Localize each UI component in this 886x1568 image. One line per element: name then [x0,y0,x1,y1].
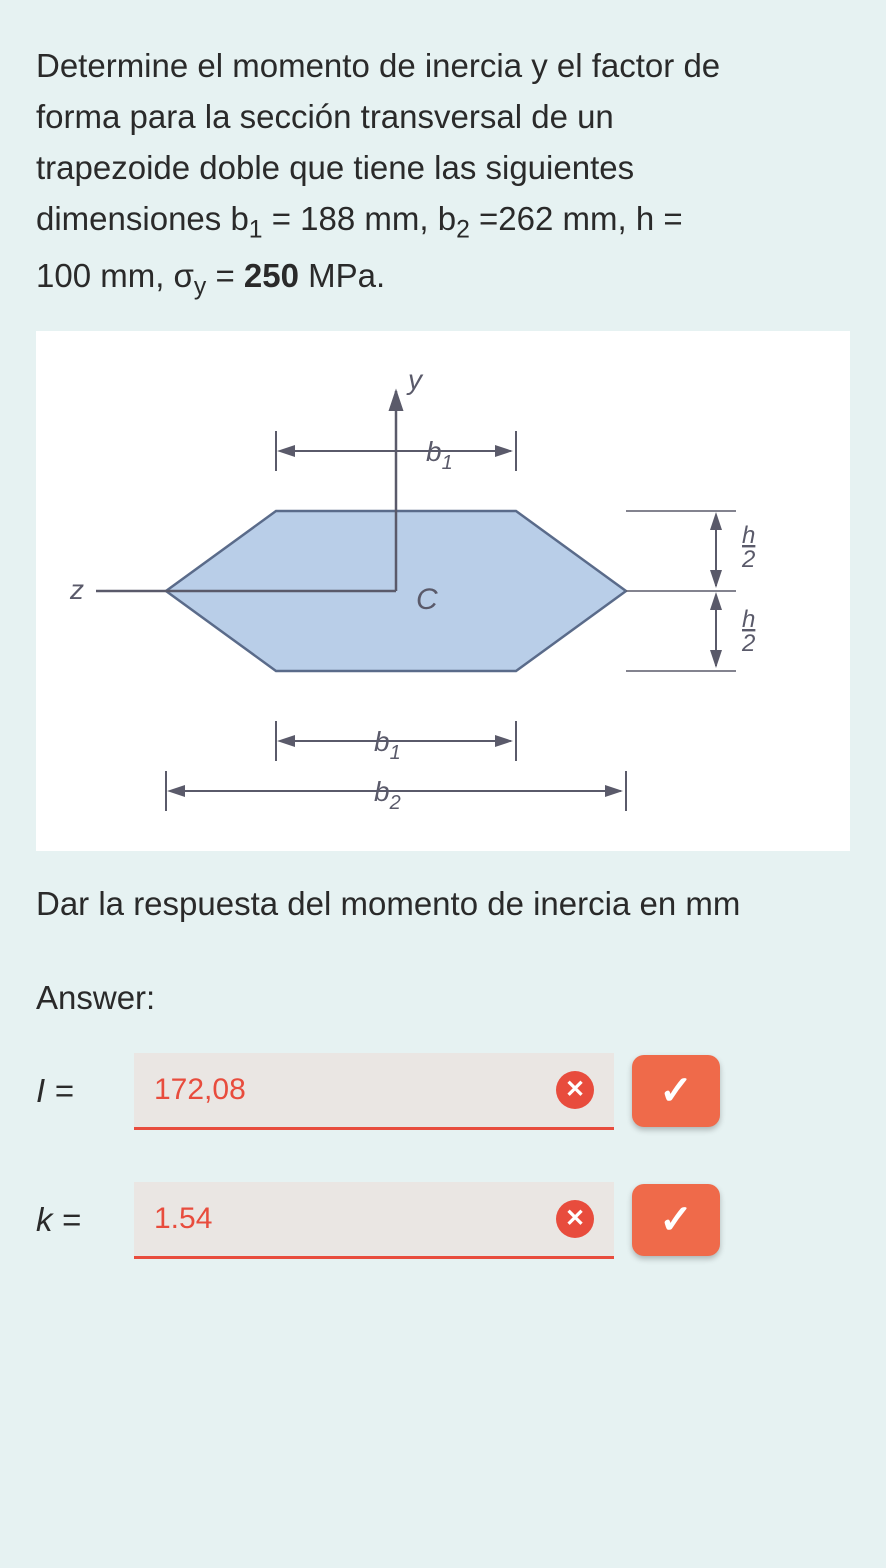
problem-line5-prefix: 100 mm, σ [36,257,194,294]
diagram-container: y z C b1 b1 b2 h 2 h 2 [36,331,850,851]
h2-top-label: h 2 [741,522,755,573]
problem-line5-mid: = [206,257,244,294]
answer-value-k: 1.54 [154,1202,556,1236]
answer-row-2: k = 1.54 ✕ ✓ [36,1182,850,1259]
check-icon: ✓ [659,1197,693,1243]
diagram-svg: y z C b1 b1 b2 h 2 h 2 [36,331,850,851]
problem-line5-bold: 250 [244,257,299,294]
answer-prefix-k: k = [36,1201,116,1239]
problem-line5-suffix: MPa. [299,257,385,294]
svg-text:2: 2 [741,546,755,573]
problem-line3: trapezoide doble que tiene las siguiente… [36,149,634,186]
answer-prefix-i: I = [36,1072,116,1110]
answer-field-k[interactable]: 1.54 ✕ [134,1182,614,1259]
centroid-label: C [416,583,438,616]
wrong-icon: ✕ [556,1071,594,1109]
answer-label: Answer: [36,979,850,1017]
problem-line4-prefix: dimensiones b [36,200,249,237]
check-button[interactable]: ✓ [632,1055,720,1127]
problem-statement: Determine el momento de inercia y el fac… [36,40,850,307]
h2-bot-label: h 2 [741,606,755,657]
svg-text:h: h [742,606,755,633]
sub-2: 2 [456,217,470,244]
check-icon: ✓ [659,1068,693,1114]
wrong-icon: ✕ [556,1200,594,1238]
b1-bot-label: b1 [374,726,401,764]
check-button[interactable]: ✓ [632,1184,720,1256]
y-axis-label: y [406,364,424,395]
problem-line2: forma para la sección transversal de un [36,98,614,135]
sub-y: y [194,274,206,301]
instruction-text: Dar la respuesta del momento de inercia … [36,879,850,929]
problem-line4-mid2: =262 mm, h = [470,200,683,237]
svg-text:h: h [742,522,755,549]
sub-1: 1 [249,217,263,244]
answer-row-1: I = 172,08 ✕ ✓ [36,1053,850,1130]
b2-label: b2 [374,776,401,814]
svg-text:2: 2 [741,630,755,657]
problem-line4-mid1: = 188 mm, b [263,200,457,237]
problem-line1: Determine el momento de inercia y el fac… [36,47,720,84]
answer-field-i[interactable]: 172,08 ✕ [134,1053,614,1130]
answer-value-i: 172,08 [154,1073,556,1107]
b1-top-label: b1 [426,436,453,474]
z-axis-label: z [69,574,84,605]
